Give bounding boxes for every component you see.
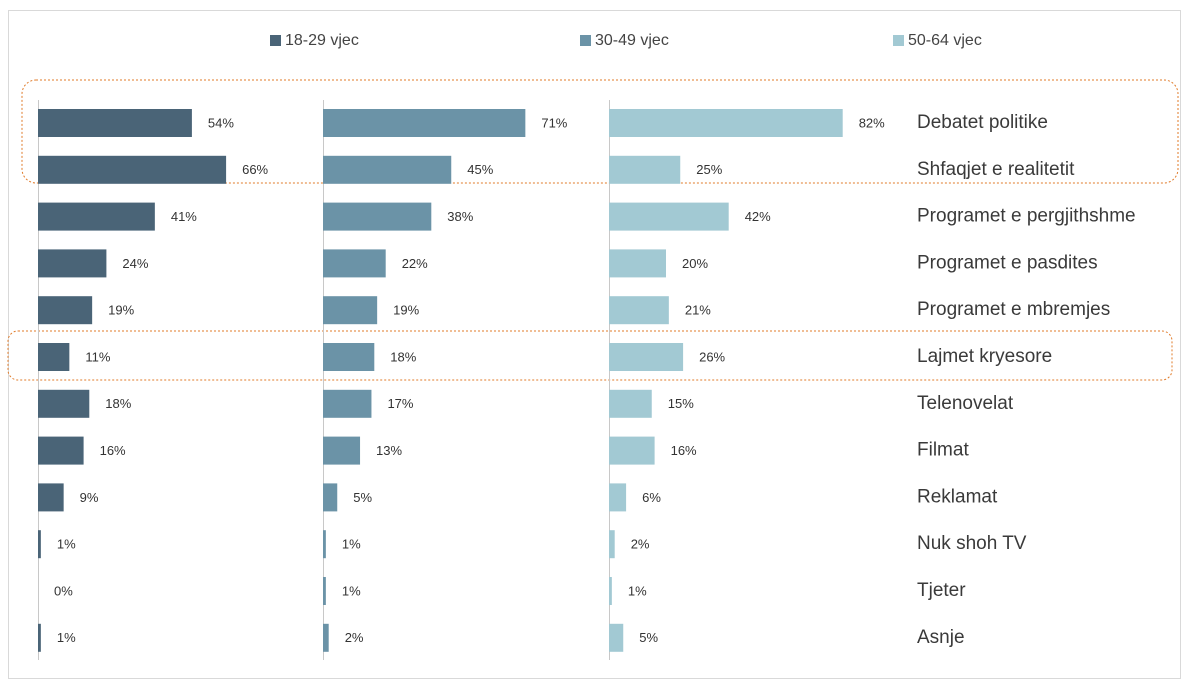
category-label: Programet e pasdites (917, 252, 1098, 273)
data-label: 19% (393, 303, 419, 318)
data-label: 6% (642, 490, 661, 505)
bar (323, 577, 326, 605)
data-label: 11% (85, 349, 110, 364)
data-label: 16% (671, 443, 697, 458)
data-label: 0% (54, 583, 73, 598)
bar (323, 623, 329, 652)
data-label: 2% (345, 630, 364, 645)
bar (38, 389, 90, 418)
bar (323, 483, 338, 512)
category-label: Telenovelat (917, 393, 1014, 414)
category-label: Debatet politike (917, 112, 1048, 133)
category-label: Programet e mbremjes (917, 299, 1110, 320)
data-label: 41% (171, 209, 197, 224)
category-label: Asnje (917, 627, 965, 648)
category-label: Tjeter (917, 580, 966, 601)
bar (38, 623, 41, 652)
data-label: 17% (387, 396, 413, 411)
category-label: Shfaqjet e realitetit (917, 159, 1075, 180)
data-label: 45% (467, 162, 493, 177)
data-label: 5% (639, 630, 658, 645)
legend-swatch (580, 35, 591, 46)
bar (38, 202, 155, 231)
data-label: 66% (242, 162, 268, 177)
bar (609, 530, 615, 559)
legend-label: 50-64 vjec (908, 32, 982, 49)
data-label: 1% (57, 630, 76, 645)
bar (323, 249, 386, 278)
bar (38, 483, 64, 512)
bar (323, 343, 375, 371)
bar (323, 155, 452, 184)
bar (609, 296, 669, 325)
category-label: Filmat (917, 440, 969, 461)
data-label: 38% (447, 209, 473, 224)
bar (323, 109, 526, 137)
data-label: 71% (541, 115, 567, 130)
data-label: 2% (631, 537, 650, 552)
data-label: 54% (208, 115, 234, 130)
data-label: 19% (108, 303, 134, 318)
data-label: 16% (100, 443, 126, 458)
data-label: 5% (353, 490, 372, 505)
bar (38, 530, 41, 559)
bar (38, 436, 84, 465)
data-label: 21% (685, 303, 711, 318)
bar (609, 109, 843, 137)
data-label: 18% (105, 396, 131, 411)
bar (38, 155, 227, 184)
bar (323, 389, 372, 418)
data-label: 1% (628, 583, 647, 598)
bar (609, 436, 655, 465)
bar (609, 249, 666, 278)
data-label: 22% (402, 256, 428, 271)
bar (38, 343, 70, 371)
bar (323, 436, 361, 465)
bar (323, 202, 432, 231)
bar (38, 296, 93, 325)
highlight-box (21, 79, 1179, 184)
data-label: 26% (699, 349, 725, 364)
data-label: 9% (80, 490, 99, 505)
data-label: 18% (390, 349, 416, 364)
category-label: Lajmet kryesore (917, 346, 1052, 367)
bar (609, 623, 624, 652)
data-label: 15% (668, 396, 694, 411)
bar (323, 296, 378, 325)
bar (609, 483, 627, 512)
data-label: 25% (696, 162, 722, 177)
bar (38, 109, 192, 137)
legend-swatch (893, 35, 904, 46)
category-label: Nuk shoh TV (917, 533, 1027, 554)
legend-label: 18-29 vjec (285, 32, 359, 49)
data-label: 1% (342, 583, 361, 598)
bar (609, 343, 684, 371)
data-label: 13% (376, 443, 402, 458)
highlight-box (7, 330, 1173, 381)
legend-label: 30-49 vjec (595, 32, 669, 49)
data-label: 20% (682, 256, 708, 271)
bar (609, 202, 729, 231)
data-label: 1% (342, 537, 361, 552)
data-label: 1% (57, 537, 76, 552)
bar (609, 577, 612, 605)
data-label: 42% (745, 209, 771, 224)
bar (609, 389, 652, 418)
category-label: Programet e pergjithshme (917, 206, 1136, 227)
legend-swatch (270, 35, 281, 46)
bar (323, 530, 326, 559)
data-label: 82% (859, 115, 885, 130)
data-label: 24% (122, 256, 148, 271)
bar (38, 249, 107, 278)
category-label: Reklamat (917, 486, 998, 507)
bar (609, 155, 681, 184)
